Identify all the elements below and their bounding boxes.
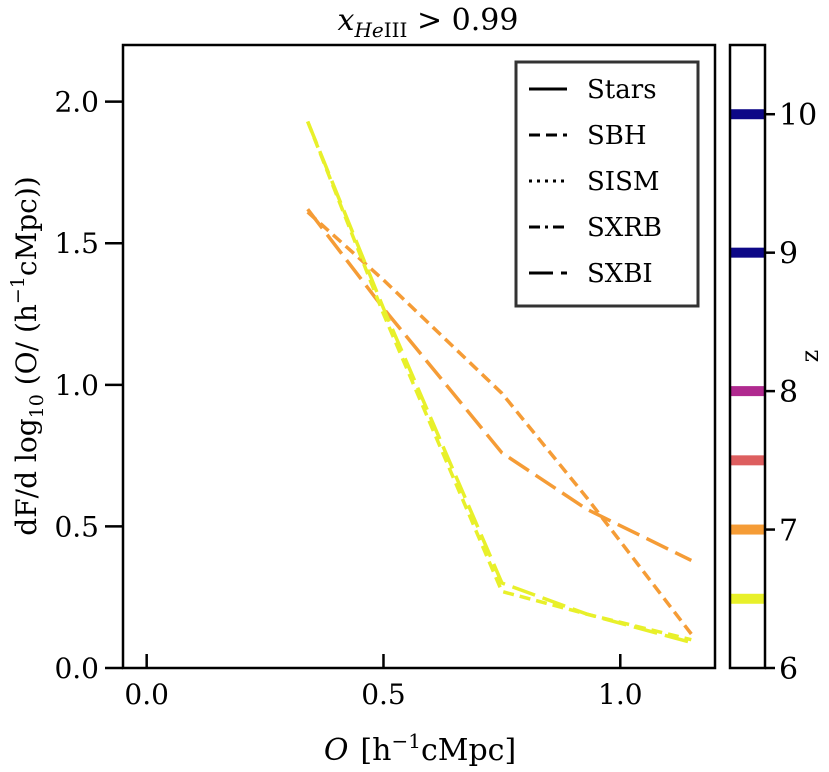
series-line-1: [306, 208, 693, 562]
legend: Stars SBH SISM SXRB SXBI: [514, 60, 700, 308]
colorbar-frame: [728, 43, 767, 670]
legend-entries: Stars SBH SISM SXRB SXBI: [529, 75, 662, 289]
y-tick-label: 0.5: [54, 510, 99, 543]
y-tick-label: 2.0: [54, 86, 99, 119]
y-axis-ticks: 0.0 0.5 1.0 1.5 2.0: [54, 86, 123, 685]
x-tick-label: 1.0: [598, 678, 643, 711]
legend-label-sism: SISM: [587, 167, 660, 197]
x-tick-label: 0.5: [361, 678, 406, 711]
x-tick-label: 0.0: [124, 678, 169, 711]
colorbar: 6 7 8 9 10 z: [728, 43, 824, 687]
colorbar-marker: [731, 386, 764, 397]
series-line-0: [306, 210, 693, 636]
legend-box: [514, 60, 700, 308]
chart-title: xHeIII > 0.99: [338, 3, 519, 42]
x-axis-label: O [h−1cMpc]: [324, 729, 516, 768]
legend-label-sxrb: SXRB: [587, 213, 662, 243]
legend-label-sbh: SBH: [587, 121, 647, 151]
y-axis-label: dF/d log10 (O/ (h−1cMpc)): [7, 176, 48, 535]
colorbar-marker: [731, 593, 764, 604]
x-axis-ticks: 0.0 0.5 1.0: [124, 654, 643, 711]
colorbar-label: z: [796, 350, 824, 363]
colorbar-markers: [731, 109, 764, 604]
y-tick-label: 1.0: [54, 369, 99, 402]
colorbar-tick-label: 9: [779, 237, 798, 272]
colorbar-marker: [731, 455, 764, 466]
colorbar-marker: [731, 524, 764, 535]
colorbar-tick-label: 7: [779, 514, 798, 549]
legend-label-stars: Stars: [587, 75, 657, 105]
colorbar-tick-label: 10: [779, 98, 817, 133]
y-tick-label: 0.0: [54, 652, 99, 685]
colorbar-body: [730, 45, 765, 668]
colorbar-tick-label: 8: [779, 375, 798, 410]
colorbar-marker: [731, 247, 764, 258]
y-tick-label: 1.5: [54, 227, 99, 260]
series-layer: [306, 120, 693, 645]
colorbar-ticks: 6 7 8 9 10: [765, 98, 817, 687]
series-line-3: [306, 120, 692, 645]
legend-label-sxbi: SXBI: [587, 259, 653, 289]
colorbar-marker: [731, 109, 764, 120]
colorbar-tick-label: 6: [779, 652, 798, 687]
plot-frame: [121, 43, 717, 670]
